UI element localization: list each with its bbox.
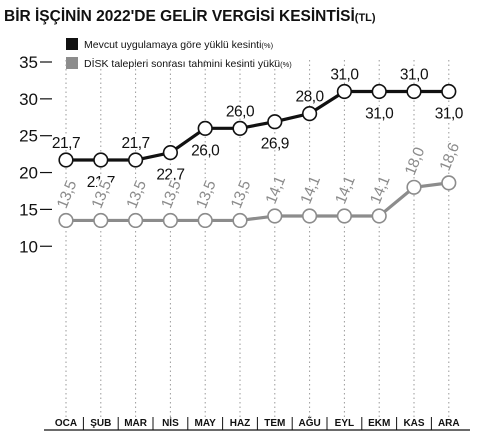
x-tick-label: EKM [368,418,390,429]
data-point [406,179,422,195]
data-point [406,83,422,100]
data-point [128,152,144,168]
data-point [302,105,318,122]
data-label: 14,1 [332,174,358,206]
data-label: 18,6 [437,141,463,173]
y-tick-label: 30 [19,90,38,109]
data-label: 21,7 [87,174,115,191]
data-point [441,83,457,100]
data-label: 21,7 [52,135,80,152]
data-labels: 21,7 21,7 21,7 22,7 26,0 26,0 26,9 28,0 31,0 31,0… [50,65,466,213]
data-point [267,208,283,224]
series-line-1 [64,181,451,223]
data-point [441,175,457,191]
x-tick-label: HAZ [230,418,251,429]
x-tick-label: NİS [162,416,179,429]
legend-swatch-current [66,38,78,50]
legend-label-disk: DİSK talepleri sonrası tahmini kesinti y… [84,57,292,70]
data-label: 13,5 [193,178,219,210]
data-point [197,212,213,229]
data-label: 31,0 [365,105,394,122]
data-label: 21,7 [122,135,150,152]
y-tick-label: 20 [19,164,38,183]
legend-unit-current: (%) [261,41,273,50]
data-point [336,208,353,224]
data-point [58,212,74,229]
data-point [93,212,109,229]
data-label: 31,0 [400,66,429,83]
data-label: 18,0 [402,144,429,177]
data-point [267,114,283,130]
data-label: 14,1 [298,174,324,206]
x-tick-label: MAY [195,418,217,429]
chart-title: BİR İŞÇİNİN 2022'DE GELİR VERGİSİ KESİNT… [4,8,376,25]
data-label: 22,7 [156,167,184,184]
data-label: 13,5 [54,178,80,210]
data-point [232,212,248,229]
x-tick-label: OCA [55,418,77,429]
series-layer [58,83,457,229]
data-point [371,208,387,224]
data-label: 26,0 [226,103,255,120]
data-label: 26,9 [261,136,289,153]
data-point [162,212,178,229]
legend-name-current: Mevcut uygulamaya göre yüklü kesinti [84,39,261,51]
data-label: 26,0 [191,142,220,159]
data-point [302,208,318,224]
legend-label-current: Mevcut uygulamaya göre yüklü kesinti(%) [84,39,274,51]
data-label: 28,0 [296,89,325,106]
x-tick-label: KAS [403,418,424,429]
x-tick-label: EYL [335,418,354,429]
chart-title-unit: (TL) [355,12,376,24]
data-point [162,145,178,161]
y-tick-label: 35 [19,53,38,72]
x-axis: OCA ŞUB MAR NİS MAY HAZ TEM AĞU EYL EKM KAS ARA [44,416,470,431]
x-tick-label: MAR [124,418,148,429]
legend-swatch-disk [66,57,78,69]
data-point [371,83,387,100]
data-label: 14,1 [367,174,393,206]
data-point [128,212,144,229]
data-label: 31,0 [435,105,464,122]
y-tick-label: 25 [19,127,38,146]
data-point [58,152,74,168]
data-point [232,120,248,136]
data-label: 14,1 [263,174,289,206]
data-point [197,120,213,136]
y-tick-label: 10 [19,237,38,256]
x-tick-label: ŞUB [90,418,111,429]
x-tick-label: ARA [438,418,460,429]
x-tick-label: TEM [264,418,285,429]
data-point [336,83,353,100]
legend-name-disk: DİSK talepleri sonrası tahmini kesinti y… [84,57,280,70]
y-axis: 10 15 20 25 30 35 [19,53,52,256]
chart-title-text: BİR İŞÇİNİN 2022'DE GELİR VERGİSİ KESİNT… [4,8,355,25]
data-point [93,152,109,168]
legend-unit-disk: (%) [280,60,292,69]
legend: Mevcut uygulamaya göre yüklü kesinti(%) … [66,38,292,70]
data-label: 31,0 [330,66,359,83]
x-tick-label: AĞU [298,416,320,429]
data-label: 13,5 [228,178,254,210]
y-tick-label: 15 [19,200,38,219]
data-label: 13,5 [124,178,150,210]
